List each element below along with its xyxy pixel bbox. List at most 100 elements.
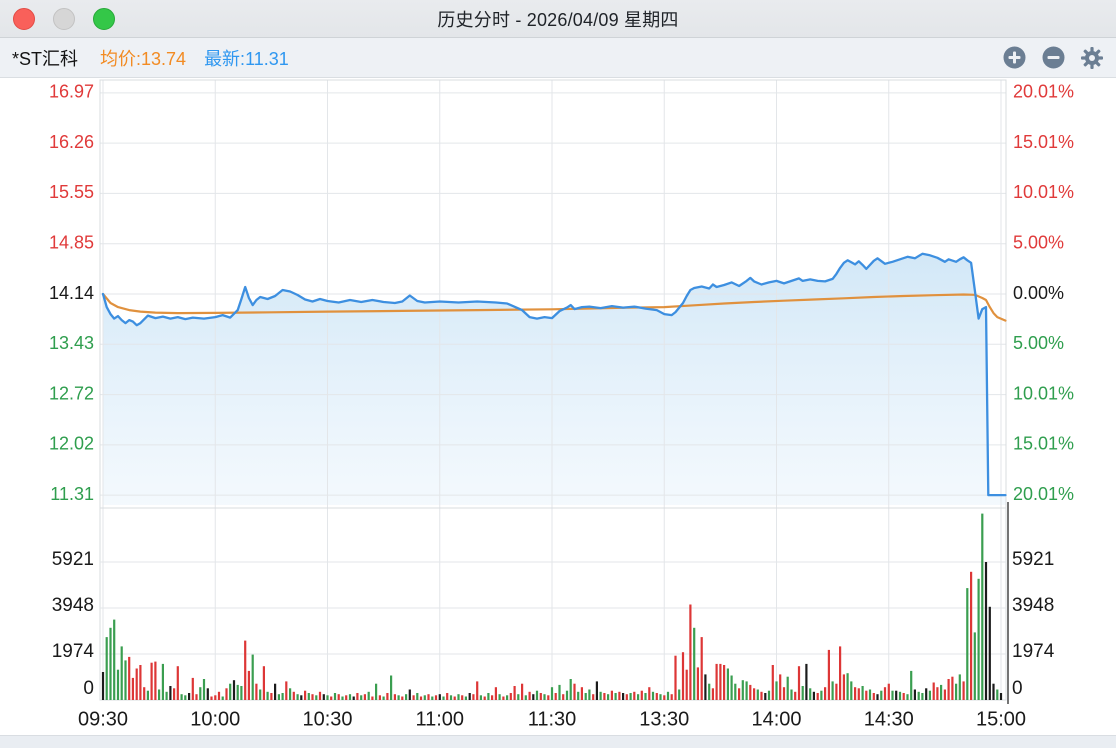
- volume-bar: [910, 670, 913, 700]
- volume-bar: [573, 683, 576, 700]
- volume-bar: [158, 689, 161, 700]
- volume-bar: [438, 694, 441, 700]
- volume-bar: [244, 640, 247, 700]
- volume-bar: [214, 695, 217, 700]
- volume-axis-label-right: 0: [1012, 678, 1023, 699]
- volume-bar: [640, 690, 643, 700]
- time-axis-label: 11:30: [528, 708, 577, 730]
- latest-price-value: 最新:11.31: [204, 48, 289, 69]
- volume-bar: [352, 696, 355, 700]
- time-axis-label: 14:00: [751, 708, 801, 730]
- volume-bar: [872, 693, 875, 700]
- time-axis-label: 15:00: [976, 708, 1026, 730]
- volume-bar: [341, 696, 344, 700]
- volume-bar: [180, 694, 183, 700]
- volume-bar: [786, 676, 789, 700]
- volume-bar: [708, 683, 711, 700]
- volume-bar: [984, 562, 988, 700]
- volume-bar: [206, 688, 209, 700]
- volume-bar: [618, 691, 621, 700]
- volume-axis-label-right: 5921: [1012, 549, 1054, 570]
- volume-bar: [704, 674, 707, 700]
- intraday-chart[interactable]: 16.97 20.01% 16.26 15.01% 15.55 10.01% 14.85 5.…: [0, 78, 1116, 748]
- volume-bar: [861, 686, 864, 700]
- settings-button[interactable]: [1080, 46, 1104, 70]
- volume-bar: [524, 695, 527, 700]
- volume-bar: [622, 693, 625, 700]
- price-axis-label: 16.26: [49, 132, 94, 152]
- volume-bar: [453, 696, 456, 700]
- volume-bar: [169, 686, 172, 700]
- volume-bar: [711, 688, 714, 700]
- volume-bar: [839, 646, 842, 700]
- volume-bar: [715, 663, 718, 700]
- volume-bar: [431, 696, 434, 700]
- fullscreen-button[interactable]: [93, 8, 115, 30]
- pct-axis-label: 5.00%: [1013, 333, 1064, 353]
- volume-bar: [348, 694, 352, 700]
- volume-bar: [756, 689, 759, 700]
- time-axis-label: 11:00: [415, 708, 464, 730]
- volume-bar: [973, 632, 976, 700]
- volume-bar: [951, 676, 954, 700]
- plus-circle-icon: [1003, 46, 1025, 69]
- volume-bar: [506, 695, 509, 700]
- volume-bar: [296, 694, 299, 700]
- volume-bar: [913, 689, 916, 700]
- volume-bar: [292, 691, 295, 700]
- time-axis-label: 14:30: [864, 708, 914, 730]
- volume-bar: [173, 688, 176, 700]
- volume-bar: [199, 687, 202, 700]
- volume-bar: [255, 683, 258, 700]
- volume-bar: [457, 694, 460, 700]
- volume-bar: [569, 679, 572, 700]
- volume-bar: [333, 693, 337, 700]
- volume-bar: [386, 693, 389, 700]
- window-title: 历史分时 - 2026/04/09 星期四: [437, 9, 679, 30]
- volume-bar: [831, 681, 834, 700]
- volume-bar: [442, 696, 445, 700]
- time-axis-label: 10:00: [190, 708, 240, 730]
- volume-bar: [210, 696, 213, 700]
- volume-bar: [416, 693, 419, 700]
- volume-bar: [651, 691, 655, 700]
- volume-bar: [970, 571, 973, 700]
- volume-bar: [371, 696, 374, 700]
- volume-bar: [921, 693, 924, 700]
- minimize-button[interactable]: [53, 8, 75, 30]
- pct-axis-label: 10.01%: [1013, 182, 1074, 202]
- volume-bar: [479, 695, 482, 700]
- time-axis-label: 10:30: [302, 708, 352, 730]
- volume-bar: [749, 684, 752, 700]
- volume-bar: [820, 690, 823, 700]
- zoom-in-button[interactable]: [1002, 46, 1026, 70]
- volume-bar: [221, 696, 224, 700]
- volume-bar: [741, 680, 744, 700]
- volume-bar: [135, 668, 138, 700]
- volume-bar: [401, 696, 404, 700]
- volume-bar: [992, 683, 995, 700]
- volume-bar: [464, 696, 467, 700]
- volume-bar: [483, 696, 486, 700]
- price-axis-label: 13.43: [49, 333, 94, 353]
- volume-bar: [940, 684, 943, 700]
- volume-bar: [734, 683, 737, 700]
- volume-bar: [487, 693, 490, 700]
- volume-bar: [865, 690, 868, 700]
- volume-bar: [521, 683, 524, 700]
- volume-bar: [809, 688, 812, 700]
- volume-bar: [764, 693, 767, 700]
- volume-bar: [607, 694, 610, 700]
- volume-bar: [753, 688, 756, 700]
- volume-bar: [554, 693, 557, 700]
- pct-axis-label: 20.01%: [1013, 484, 1074, 504]
- volume-bar: [266, 691, 269, 700]
- volume-bar: [577, 691, 580, 700]
- volume-bar: [595, 681, 598, 700]
- volume-bar: [681, 652, 685, 700]
- close-button[interactable]: [13, 8, 35, 30]
- zoom-out-button[interactable]: [1041, 46, 1065, 70]
- price-axis-label: 12.02: [49, 434, 94, 454]
- volume-bar: [693, 627, 696, 700]
- pct-axis-label: 20.01%: [1013, 82, 1074, 102]
